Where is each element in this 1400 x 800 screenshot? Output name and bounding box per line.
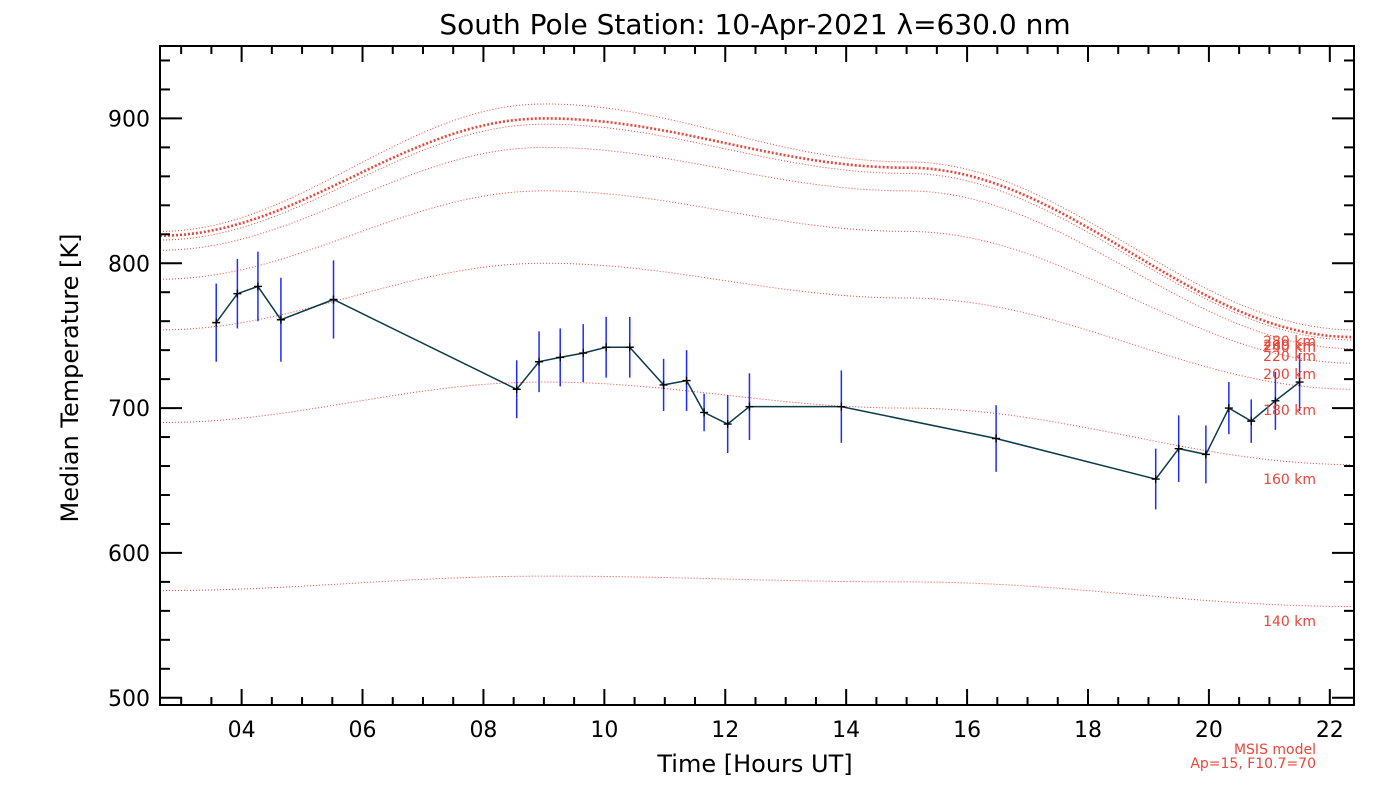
data-point-marker <box>579 349 588 358</box>
data-point-marker <box>1201 450 1210 459</box>
data-point-marker <box>1174 444 1183 453</box>
x-tick-label: 06 <box>349 718 377 743</box>
x-tick-label: 12 <box>711 718 739 743</box>
model-note-line2: Ap=15, F10.7=70 <box>1190 756 1316 772</box>
data-point-marker <box>700 408 709 417</box>
x-tick-label: 22 <box>1316 718 1344 743</box>
data-point-marker <box>1247 417 1256 426</box>
plot-frame <box>159 45 1355 706</box>
model-curve-140km <box>160 575 1351 607</box>
model-curve-160km <box>159 381 1352 466</box>
data-point-marker <box>1295 378 1304 387</box>
data-point-marker <box>1224 404 1233 413</box>
measured-series <box>212 251 1304 510</box>
model-label: 180 km <box>1263 403 1316 419</box>
data-point-marker <box>253 282 262 291</box>
data-point-marker <box>1271 396 1280 405</box>
data-point-marker <box>659 380 668 389</box>
model-label: 220 km <box>1263 349 1316 365</box>
model-label: 160 km <box>1263 472 1316 488</box>
model-label: 260 km <box>1263 338 1316 354</box>
msis-model-curves <box>159 103 1352 607</box>
measured-line <box>215 285 1301 480</box>
x-tick-label: 14 <box>832 718 860 743</box>
model-curve-200km <box>159 190 1352 364</box>
model-note-line1: MSIS model <box>1234 742 1316 758</box>
model-curve-220km <box>160 146 1352 350</box>
model-curve-260km <box>160 117 1352 339</box>
data-point-marker <box>682 376 691 385</box>
y-tick-label: 900 <box>108 107 150 132</box>
model-label: 240 km <box>1263 340 1316 356</box>
data-point-marker <box>625 343 634 352</box>
y-tick-label: 600 <box>108 542 150 567</box>
data-point-marker <box>276 315 285 324</box>
data-point-marker <box>602 343 611 352</box>
data-point-marker <box>512 385 521 394</box>
x-tick-label: 08 <box>469 718 497 743</box>
y-tick-label: 700 <box>108 397 150 422</box>
data-point-marker <box>233 289 242 298</box>
data-point-marker <box>556 353 565 362</box>
data-point-marker <box>212 318 221 327</box>
chart-title: South Pole Station: 10-Apr-2021 λ=630.0 … <box>439 8 1070 41</box>
data-point-marker <box>837 402 846 411</box>
x-tick-label: 16 <box>953 718 981 743</box>
y-tick-label: 500 <box>108 687 150 712</box>
x-tick-label: 20 <box>1195 718 1223 743</box>
x-tick-label: 18 <box>1074 718 1102 743</box>
model-label: 280 km <box>1263 334 1316 350</box>
x-tick-label: 04 <box>228 718 256 743</box>
model-label: 200 km <box>1263 367 1316 383</box>
plot-axes: 04 06 08 10 12 14 16 18 20 22 500 600 700 800 900 <box>108 45 1355 743</box>
data-point-marker <box>329 295 338 304</box>
y-axis-label: Median Temperature [K] <box>56 233 84 522</box>
y-tick-label: 800 <box>108 252 150 277</box>
data-point-marker <box>745 402 754 411</box>
model-label: 140 km <box>1263 614 1316 630</box>
x-tick-label: 10 <box>590 718 618 743</box>
data-point-marker <box>1151 475 1160 484</box>
data-point-marker <box>992 434 1001 443</box>
x-axis-label: Time [Hours UT] <box>656 750 852 778</box>
model-curve-280km <box>159 103 1352 331</box>
data-point-marker <box>535 357 544 366</box>
data-point-marker <box>723 420 732 429</box>
model-curve-180km <box>159 262 1351 390</box>
model-curve-240km <box>159 123 1352 341</box>
